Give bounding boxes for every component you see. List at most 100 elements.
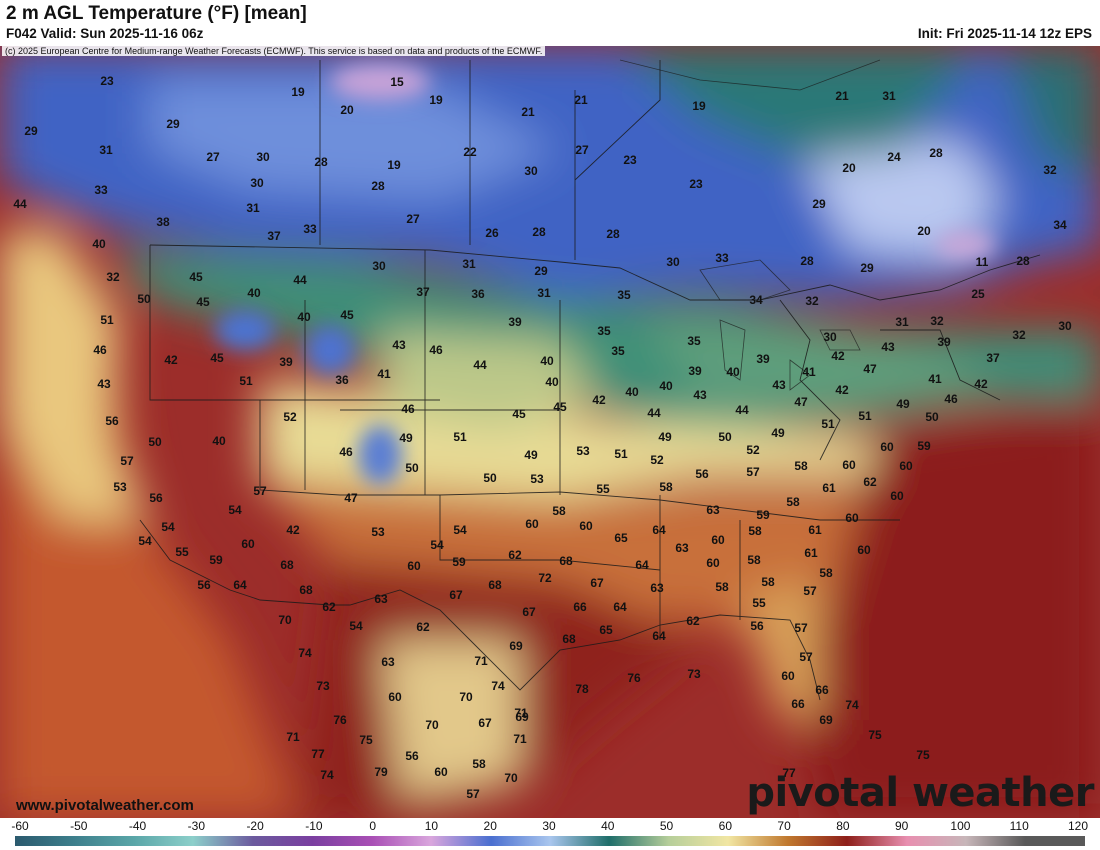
temperature-value: 27 — [406, 212, 420, 226]
temperature-value: 65 — [614, 531, 628, 545]
temperature-value: 58 — [747, 553, 761, 567]
temperature-value: 21 — [574, 93, 588, 107]
temperature-value: 44 — [647, 406, 661, 420]
temperature-value: 58 — [715, 580, 729, 594]
temperature-value: 28 — [606, 227, 620, 241]
colorbar-segment — [609, 836, 669, 846]
temperature-value: 69 — [819, 713, 833, 727]
temperature-value: 58 — [552, 504, 566, 518]
temperature-value: 63 — [675, 541, 689, 555]
temperature-value: 57 — [253, 484, 267, 498]
temperature-value: 63 — [650, 581, 664, 595]
temperature-value: 56 — [149, 491, 163, 505]
temperature-value: 31 — [895, 315, 909, 329]
temperature-value: 21 — [521, 105, 535, 119]
temperature-value: 29 — [24, 124, 38, 138]
colorbar-tick-label: 70 — [777, 819, 791, 833]
temperature-value: 57 — [120, 454, 134, 468]
temperature-value: 68 — [488, 578, 502, 592]
temperature-value: 34 — [1053, 218, 1067, 232]
temperature-value: 54 — [453, 523, 467, 537]
temperature-value: 76 — [627, 671, 641, 685]
temperature-value: 62 — [508, 548, 522, 562]
temperature-value: 30 — [372, 259, 386, 273]
colorbar-tick-label: -20 — [246, 819, 264, 833]
temperature-value: 46 — [429, 343, 443, 357]
temperature-value: 52 — [650, 453, 664, 467]
temperature-value: 59 — [917, 439, 931, 453]
temperature-value: 59 — [452, 555, 466, 569]
temperature-value: 60 — [241, 537, 255, 551]
colorbar-tick-label: 40 — [601, 819, 615, 833]
temperature-value: 26 — [485, 226, 499, 240]
colorbar-tick-label: 30 — [542, 819, 556, 833]
temperature-value: 46 — [401, 402, 415, 416]
temperature-value: 62 — [416, 620, 430, 634]
temperature-value: 53 — [371, 525, 385, 539]
temperature-value: 56 — [750, 619, 764, 633]
temperature-value: 20 — [842, 161, 856, 175]
temperature-value: 20 — [340, 103, 354, 117]
temperature-value: 51 — [100, 313, 114, 327]
temperature-value: 45 — [340, 308, 354, 322]
temperature-value: 37 — [416, 285, 430, 299]
temperature-value: 70 — [459, 690, 473, 704]
temperature-value: 28 — [929, 146, 943, 160]
temperature-value: 60 — [880, 440, 894, 454]
temperature-value: 51 — [453, 430, 467, 444]
temperature-value: 44 — [735, 403, 749, 417]
temperature-value: 72 — [538, 571, 552, 585]
temperature-value: 60 — [899, 459, 913, 473]
temperature-value: 44 — [473, 358, 487, 372]
colorbar-segment — [728, 836, 788, 846]
temperature-map[interactable]: 23 15 19 21 19 31 21 20 19 21 29 29 31 27 30 28 19 22 27 23… — [0, 46, 1100, 818]
colorbar-segment — [787, 836, 848, 846]
temperature-value: 35 — [597, 324, 611, 338]
temperature-value: 63 — [374, 592, 388, 606]
temperature-value: 21 — [835, 89, 849, 103]
colorbar-tick-label: -50 — [70, 819, 88, 833]
temperature-value: 56 — [405, 749, 419, 763]
temperature-value: 30 — [524, 164, 538, 178]
brand-logo: pivotal weather — [746, 770, 1094, 816]
temperature-value: 60 — [525, 517, 539, 531]
temperature-value: 57 — [466, 787, 480, 801]
temperature-value: 31 — [246, 201, 260, 215]
temperature-value: 77 — [782, 766, 796, 780]
temperature-value: 31 — [882, 89, 896, 103]
temperature-value: 67 — [478, 716, 492, 730]
temperature-value: 45 — [512, 407, 526, 421]
temperature-value: 33 — [94, 183, 108, 197]
map-header: 2 m AGL Temperature (°F) [mean] F042 Val… — [0, 0, 1100, 46]
temperature-value: 54 — [138, 534, 152, 548]
colorbar-segment — [490, 836, 550, 846]
temperature-value: 68 — [559, 554, 573, 568]
temperature-value: 53 — [530, 472, 544, 486]
website-url[interactable]: www.pivotalweather.com — [16, 797, 194, 814]
temperature-value: 50 — [148, 435, 162, 449]
temperature-value: 76 — [333, 713, 347, 727]
temperature-value: 40 — [625, 385, 639, 399]
temperature-value: 49 — [771, 426, 785, 440]
temperature-value: 19 — [387, 158, 401, 172]
temperature-value: 74 — [298, 646, 312, 660]
temperature-value: 47 — [794, 395, 808, 409]
colorbar-segment — [371, 836, 432, 846]
temperature-value: 54 — [228, 503, 242, 517]
colorbar-tick-label: -40 — [128, 819, 147, 833]
temperature-value: 58 — [472, 757, 486, 771]
temperature-value: 60 — [579, 519, 593, 533]
temperature-value: 53 — [113, 480, 127, 494]
temperature-value: 29 — [860, 261, 874, 275]
temperature-value: 19 — [692, 99, 706, 113]
temperature-value: 42 — [831, 349, 845, 363]
temperature-value: 69 — [509, 639, 523, 653]
colorbar-segment — [74, 836, 134, 846]
temperature-value: 24 — [887, 150, 901, 164]
temperature-value: 59 — [756, 508, 770, 522]
temperature-value: 49 — [399, 431, 413, 445]
temperature-value: 60 — [434, 765, 448, 779]
temperature-value: 32 — [106, 270, 120, 284]
colorbar-tick-label: 90 — [894, 819, 909, 833]
